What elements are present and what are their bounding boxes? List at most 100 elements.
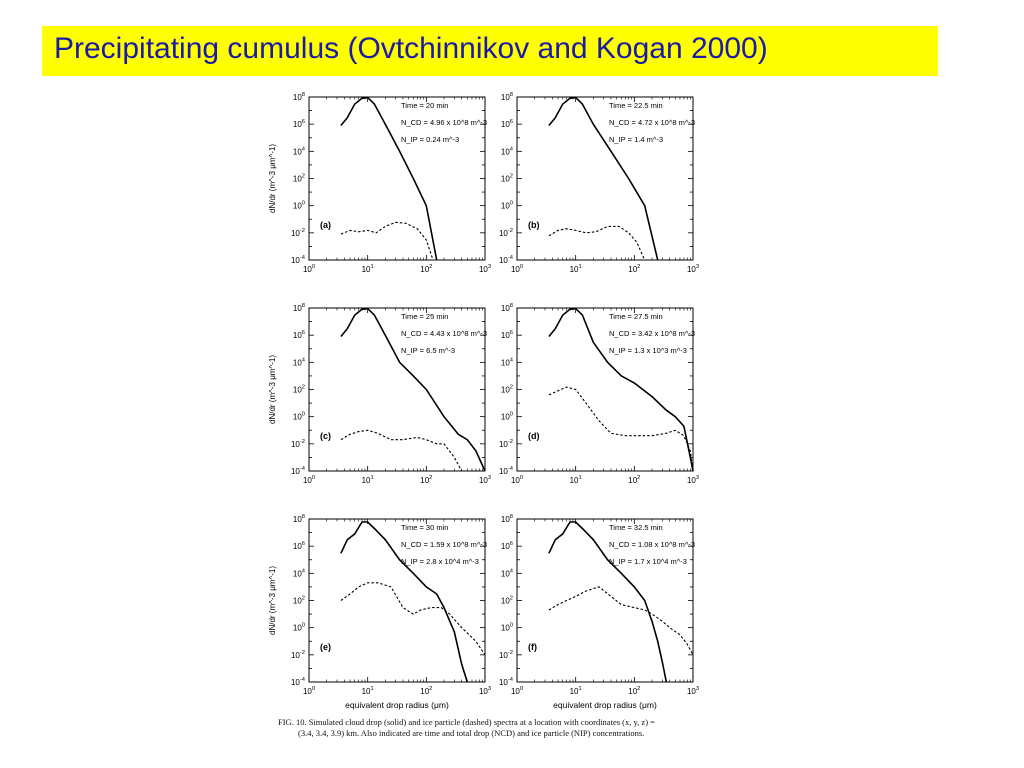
annotation-1: Time = 20 min (401, 101, 448, 110)
y-tick-label: 104 (501, 568, 514, 578)
y-tick-label: 10-2 (499, 439, 513, 449)
annotation-2: N_CD = 4.72 x 10^8 m^-3 (609, 118, 695, 127)
annotation-2: N_CD = 1.08 x 10^8 m^-3 (609, 540, 695, 549)
annotation-2: N_CD = 1.59 x 10^8 m^-3 (401, 540, 487, 549)
y-tick-label: 100 (293, 412, 305, 422)
annotation-3: N_IP = 1.3 x 10^3 m^-3 (609, 346, 687, 355)
annotation-1: Time = 25 min (401, 312, 448, 321)
y-tick-label: 106 (501, 330, 513, 340)
y-tick-label: 106 (501, 541, 513, 551)
x-tick-label: 100 (303, 264, 315, 274)
x-tick-label: 102 (628, 264, 640, 274)
x-tick-label: 101 (570, 475, 582, 485)
y-tick-label: 108 (501, 303, 513, 313)
y-tick-label: 102 (293, 174, 305, 184)
x-tick-label: 102 (628, 475, 640, 485)
panel-a: 100 101 102 103 10-4 10-2 100 102 104 106 108 dN/dr… (268, 92, 491, 274)
series-ice-particle-line (340, 429, 463, 472)
y-tick-label: 10-4 (291, 255, 306, 265)
series-cloud-drop-line (340, 307, 486, 472)
x-tick-label: 103 (687, 686, 699, 696)
panel-d: 100 101 102 103 10-4 10-2 100 102 104 106 108 (d) Ti… (499, 303, 699, 485)
x-tick-label: 101 (570, 686, 582, 696)
panel-c: 100 101 102 103 10-4 10-2 100 102 104 106 108 dN/dr… (268, 303, 491, 485)
y-axis-label: dN/dr (m^-3 μm^-1) (268, 144, 277, 213)
panel-e: 100 101 102 103 10-4 10-2 100 102 104 106 108 dN/dr… (268, 514, 491, 710)
series-cloud-drop-line (340, 521, 469, 683)
y-tick-label: 10-2 (499, 650, 513, 660)
series-ice-particle-line (340, 221, 434, 261)
y-tick-label: 108 (501, 514, 513, 524)
x-tick-label: 101 (570, 264, 582, 274)
annotation-1: Time = 30 min (401, 523, 448, 532)
panel-label: (d) (528, 431, 540, 441)
annotation-1: Time = 22.5 min (609, 101, 663, 110)
y-tick-label: 10-4 (499, 466, 514, 476)
y-tick-label: 104 (293, 568, 306, 578)
x-tick-label: 103 (687, 264, 699, 274)
figure-panels: 100 101 102 103 10-4 10-2 100 102 104 106 108 dN/dr… (268, 92, 699, 710)
annotation-2: N_CD = 4.96 x 10^8 m^-3 (401, 118, 487, 127)
x-tick-label: 101 (362, 686, 374, 696)
x-tick-label: 101 (362, 475, 374, 485)
title-banner: Precipitating cumulus (Ovtchinnikov and … (42, 26, 938, 76)
annotation-3: N_IP = 1.7 x 10^4 m^-3 (609, 557, 687, 566)
annotation-3: N_IP = 6.5 m^-3 (401, 346, 455, 355)
panel-b: 100 101 102 103 10-4 10-2 100 102 104 106 108 (b) Ti… (499, 92, 699, 274)
y-tick-label: 108 (293, 514, 305, 524)
annotation-2: N_CD = 3.42 x 10^8 m^-3 (609, 329, 695, 338)
y-tick-label: 104 (501, 357, 514, 367)
y-tick-label: 10-4 (291, 466, 306, 476)
series-cloud-drop-line (548, 521, 668, 683)
annotation-1: Time = 32.5 min (609, 523, 663, 532)
y-tick-label: 108 (501, 92, 513, 102)
y-tick-label: 104 (293, 357, 306, 367)
caption-line-2: (3.4, 3.4, 3.9) km. Also indicated are t… (298, 728, 645, 738)
annotation-3: N_IP = 1.4 m^-3 (609, 135, 663, 144)
annotation-2: N_CD = 4.43 x 10^8 m^-3 (401, 329, 487, 338)
y-tick-label: 106 (293, 541, 305, 551)
y-tick-label: 100 (501, 412, 513, 422)
x-axis-label: equivalent drop radius (μm) (553, 700, 657, 710)
y-tick-label: 10-2 (291, 228, 305, 238)
x-tick-label: 103 (479, 686, 491, 696)
y-tick-label: 104 (501, 146, 514, 156)
x-axis-label: equivalent drop radius (μm) (345, 700, 449, 710)
x-tick-label: 102 (420, 686, 432, 696)
panel-label: (f) (528, 642, 537, 652)
y-tick-label: 100 (293, 201, 305, 211)
panel-label: (e) (320, 642, 331, 652)
page-title: Precipitating cumulus (Ovtchinnikov and … (54, 32, 768, 65)
annotation-3: N_IP = 2.8 x 10^4 m^-3 (401, 557, 479, 566)
y-tick-label: 104 (293, 146, 306, 156)
figure-caption: FIG. 10. Simulated cloud drop (solid) an… (278, 717, 708, 739)
x-tick-label: 103 (479, 475, 491, 485)
y-tick-label: 102 (293, 596, 305, 606)
x-tick-label: 100 (511, 475, 523, 485)
x-tick-label: 103 (687, 475, 699, 485)
series-cloud-drop-line (340, 96, 438, 261)
y-tick-label: 108 (293, 92, 305, 102)
panel-f: 100 101 102 103 10-4 10-2 100 102 104 106 108 equiv… (499, 514, 699, 710)
panel-label: (b) (528, 220, 540, 230)
x-tick-label: 102 (628, 686, 640, 696)
x-tick-label: 100 (303, 686, 315, 696)
y-tick-label: 102 (501, 385, 513, 395)
x-tick-label: 103 (479, 264, 491, 274)
series-cloud-drop-line (548, 96, 659, 261)
y-tick-label: 10-2 (291, 650, 305, 660)
y-tick-label: 10-4 (499, 677, 514, 687)
x-tick-label: 100 (303, 475, 315, 485)
series-ice-particle-line (548, 386, 694, 472)
y-tick-label: 102 (501, 596, 513, 606)
y-tick-label: 10-2 (291, 439, 305, 449)
y-tick-label: 106 (501, 119, 513, 129)
y-axis-label: dN/dr (m^-3 μm^-1) (268, 355, 277, 424)
series-ice-particle-line (548, 586, 694, 656)
annotation-3: N_IP = 0.24 m^-3 (401, 135, 459, 144)
panel-label: (c) (320, 431, 331, 441)
y-tick-label: 102 (501, 174, 513, 184)
y-tick-label: 106 (293, 119, 305, 129)
y-tick-label: 106 (293, 330, 305, 340)
y-tick-label: 10-4 (499, 255, 514, 265)
